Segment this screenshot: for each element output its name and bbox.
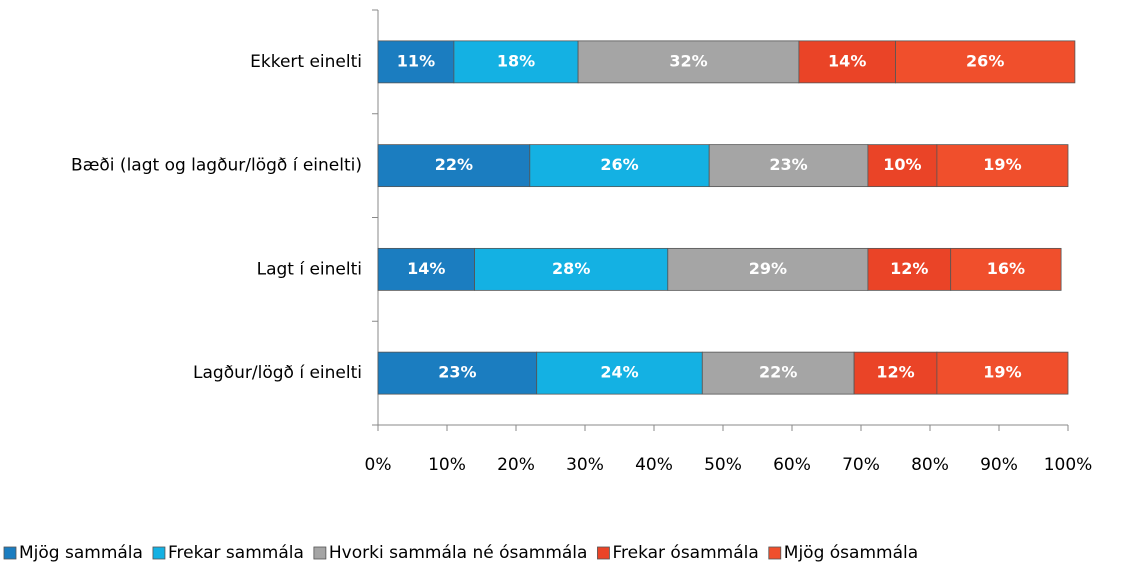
bar-segment [529, 144, 710, 188]
x-tick-label: 70% [842, 455, 880, 475]
x-tick-label: 90% [980, 455, 1018, 475]
legend-swatch [3, 546, 17, 560]
bar-segment [701, 351, 855, 395]
bar-segment [377, 40, 455, 84]
legend-swatch [152, 546, 166, 560]
data-label: 29% [749, 259, 787, 278]
legend-swatch [768, 546, 782, 560]
bar-segment [936, 351, 1069, 395]
bar-segment [667, 247, 869, 291]
data-label: 22% [759, 363, 797, 382]
x-tick-label: 0% [365, 455, 392, 475]
data-label: 16% [987, 259, 1025, 278]
x-tick-label: 10% [428, 455, 466, 475]
data-label: 28% [552, 259, 590, 278]
y-tick-label: Lagt í einelti [257, 259, 362, 279]
data-label: 12% [890, 259, 928, 278]
data-label: 19% [983, 155, 1021, 174]
bar-segment [377, 351, 538, 395]
legend-swatch [597, 546, 610, 560]
bar-segment [536, 351, 703, 395]
y-tick-label: Ekkert einelti [250, 52, 362, 72]
bar-segment [708, 144, 869, 188]
bar-segment [867, 247, 952, 291]
data-label: 32% [669, 51, 707, 70]
bar-segment [474, 247, 669, 291]
x-tick-label: 50% [704, 455, 742, 475]
bar-segment [950, 247, 1062, 291]
legend-label: Mjög sammála [19, 543, 143, 563]
x-tick-label: 20% [497, 455, 535, 475]
bar-segment [577, 40, 800, 84]
bar-segment [936, 144, 1069, 188]
x-tick-label: 30% [566, 455, 604, 475]
data-label: 12% [876, 363, 914, 382]
data-label: 23% [438, 363, 476, 382]
data-label: 14% [828, 51, 866, 70]
x-tick-label: 80% [911, 455, 949, 475]
legend-label: Frekar ósammála [612, 543, 758, 563]
legend-label: Mjög ósammála [784, 543, 918, 563]
data-label: 19% [983, 363, 1021, 382]
data-label: 26% [600, 155, 638, 174]
legend-label: Frekar sammála [168, 543, 304, 563]
bar-segment [895, 40, 1076, 84]
y-tick-label: Bæði (lagt og lagður/lögð í einelti) [71, 156, 362, 176]
y-tick-label: Lagður/lögð í einelti [193, 363, 362, 383]
legend-label: Hvorki sammála né ósammála [329, 543, 588, 563]
bar-segment [798, 40, 896, 84]
data-label: 10% [883, 155, 921, 174]
x-tick-label: 40% [635, 455, 673, 475]
x-tick-label: 100% [1044, 455, 1093, 475]
bar-segment [377, 144, 531, 188]
data-label: 22% [435, 155, 473, 174]
bar-segment [853, 351, 938, 395]
bar-segment [453, 40, 579, 84]
data-label: 14% [407, 259, 445, 278]
data-label: 11% [397, 51, 435, 70]
data-label: 24% [600, 363, 638, 382]
data-label: 23% [769, 155, 807, 174]
data-label: 18% [497, 51, 535, 70]
data-label: 26% [966, 51, 1004, 70]
x-tick-label: 60% [773, 455, 811, 475]
legend-swatch [313, 546, 327, 560]
